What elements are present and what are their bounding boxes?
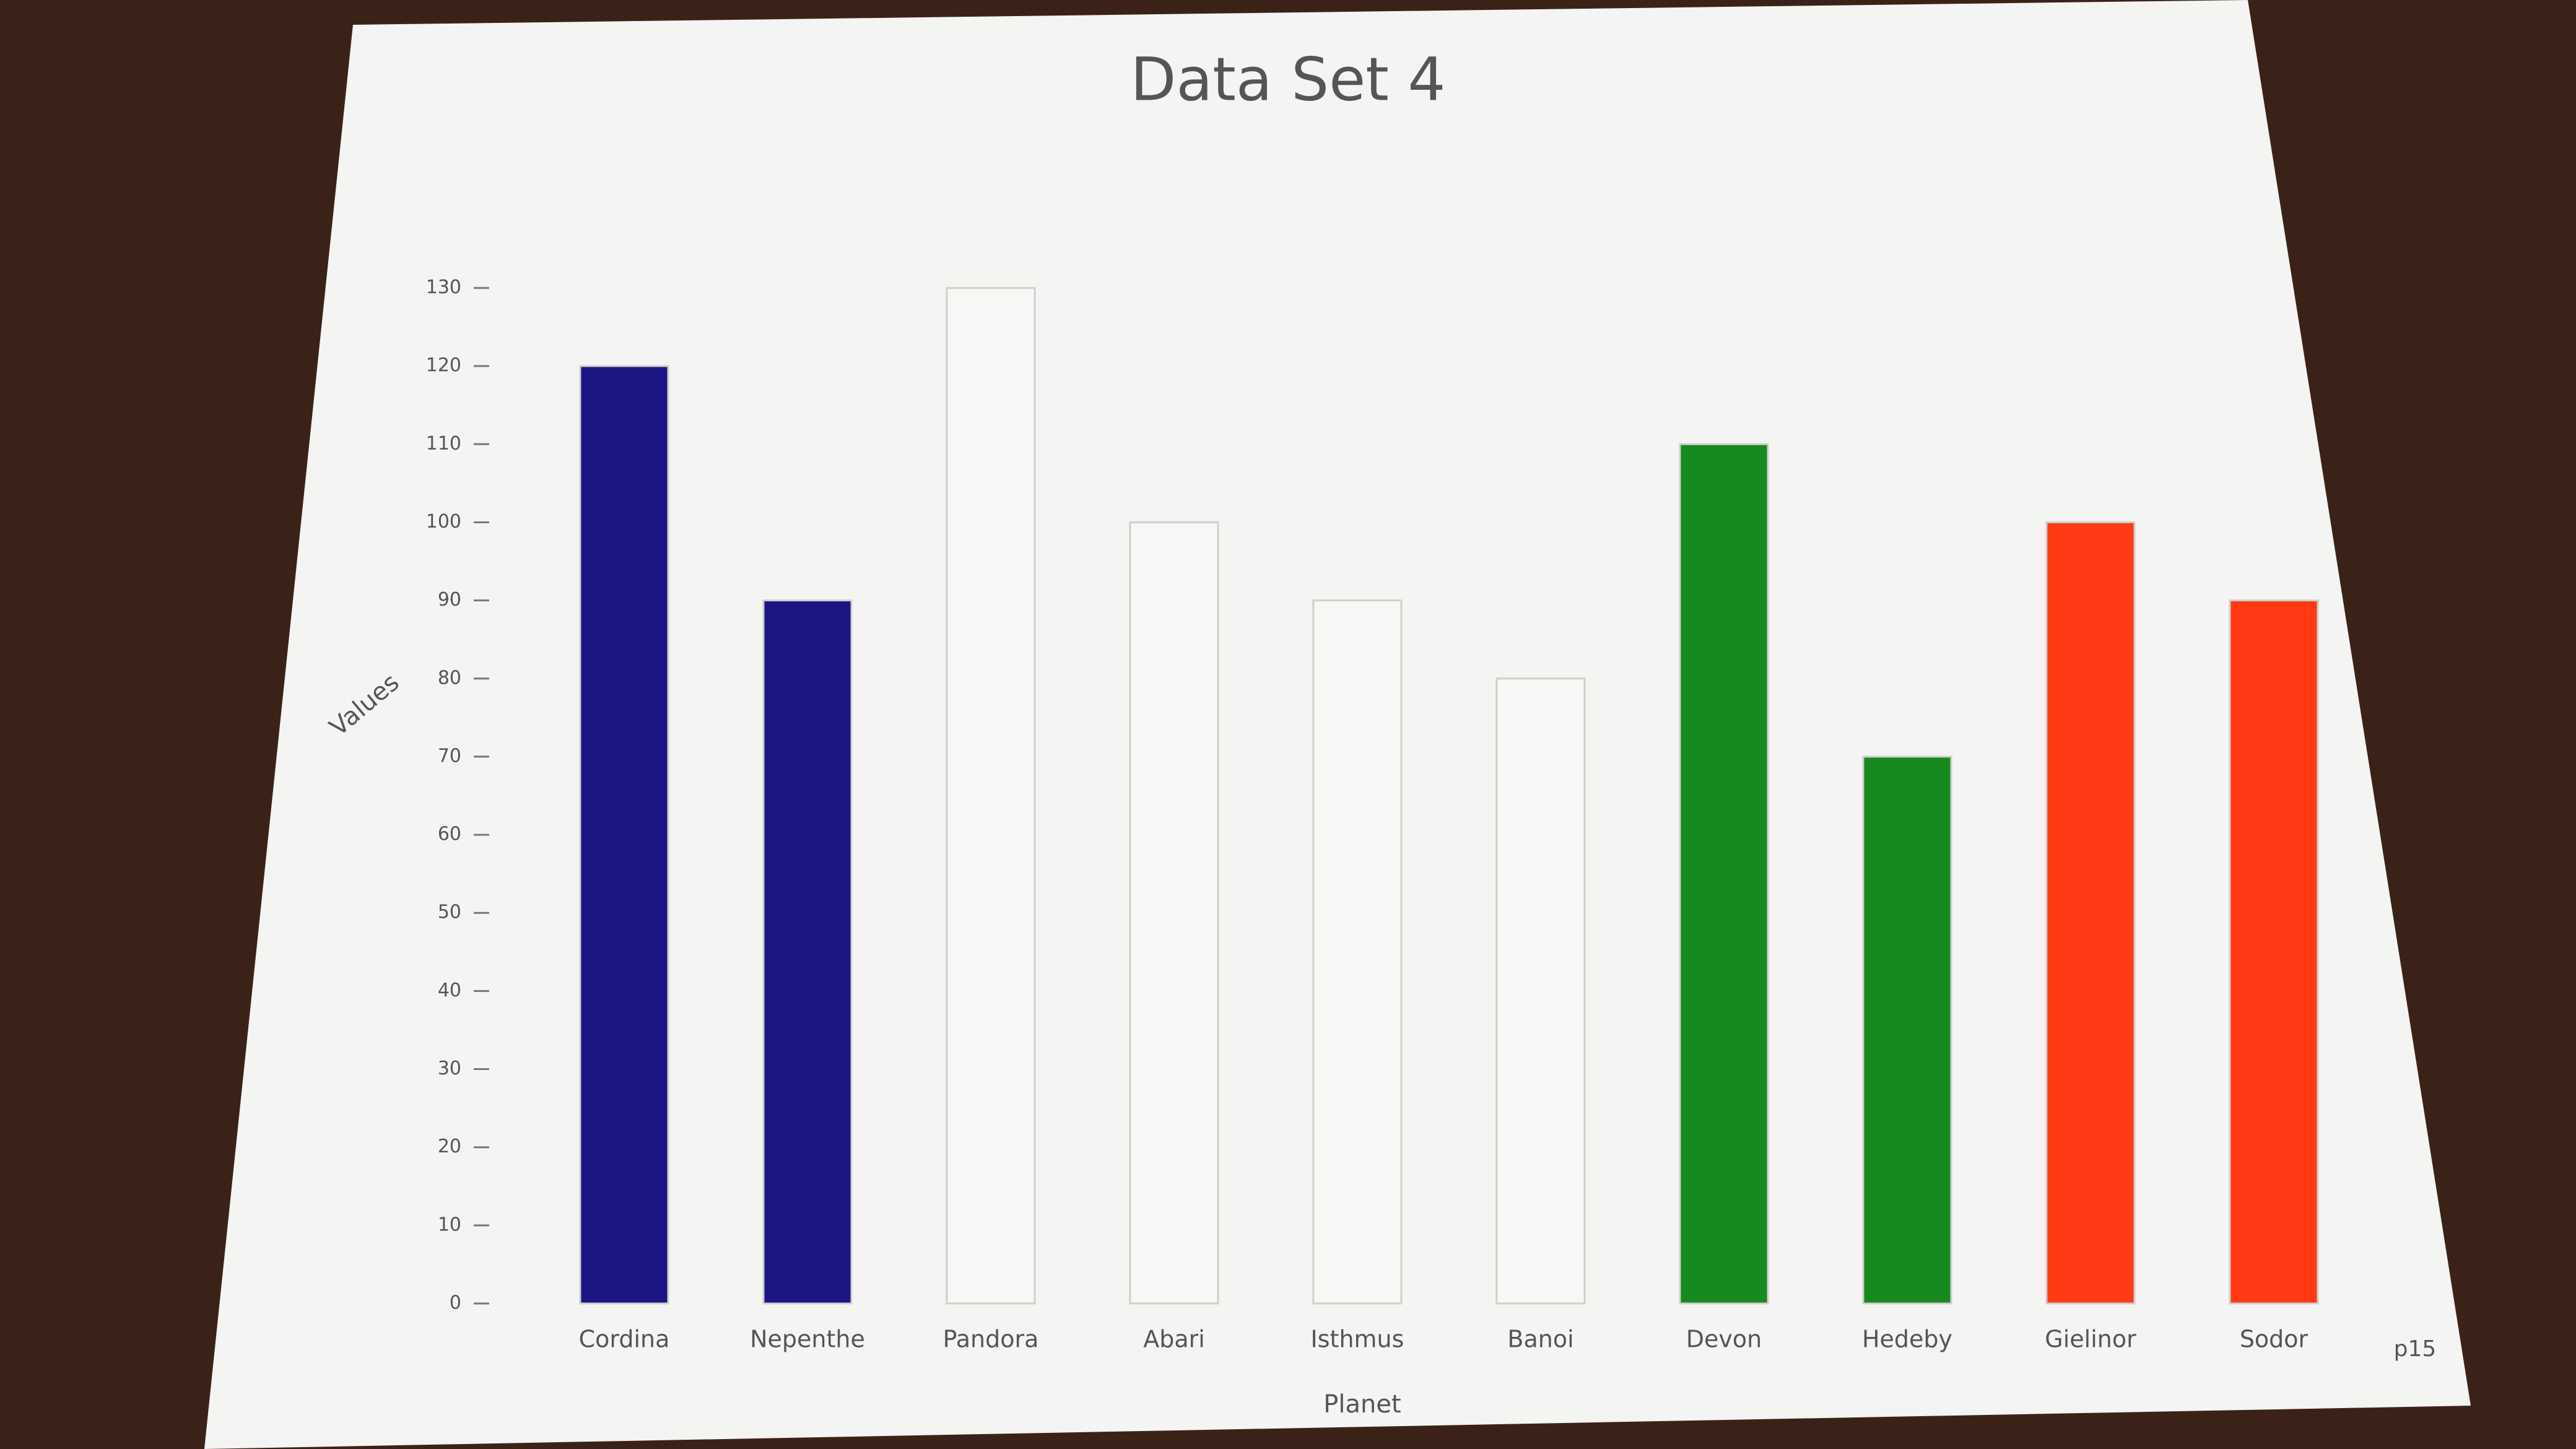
y-tick-label: 0	[450, 1292, 461, 1314]
bar	[1312, 599, 1403, 1305]
x-tick-label: Nepenthe	[750, 1326, 865, 1353]
y-tick-label: 110	[426, 433, 461, 455]
x-tick-label: Isthmus	[1311, 1326, 1404, 1353]
x-tick-label: Hedeby	[1862, 1326, 1952, 1353]
bar	[946, 287, 1036, 1305]
x-tick-label: Abari	[1143, 1326, 1205, 1353]
y-tick-label: 20	[438, 1136, 461, 1157]
bar	[1679, 443, 1769, 1305]
bar	[762, 599, 853, 1305]
y-tick-label: 40	[438, 980, 461, 1001]
y-tick-label: 50	[438, 902, 461, 923]
y-tick-label: 90	[438, 589, 461, 611]
bar	[579, 365, 669, 1305]
x-tick-label: Cordina	[579, 1326, 670, 1353]
y-tick-label: 130	[426, 277, 461, 298]
bar	[2045, 521, 2136, 1305]
y-tick-label: 70	[438, 745, 461, 767]
x-tick-label: Gielinor	[2045, 1326, 2136, 1353]
y-tick-label: 100	[426, 511, 461, 533]
bar	[2229, 599, 2319, 1305]
bar	[1129, 521, 1219, 1305]
x-tick-label: Sodor	[2240, 1326, 2308, 1353]
bar	[1862, 755, 1952, 1305]
y-tick-label: 80	[438, 667, 461, 689]
annotation: p15	[2394, 1336, 2437, 1362]
x-tick-label: Pandora	[943, 1326, 1039, 1353]
x-tick-label: Banoi	[1507, 1326, 1573, 1353]
x-axis-label: Planet	[1323, 1390, 1401, 1419]
y-tick-label: 120	[426, 355, 461, 376]
y-tick-label: 60	[438, 824, 461, 845]
x-tick-label: Devon	[1686, 1326, 1762, 1353]
y-tick-label: 30	[438, 1058, 461, 1079]
y-tick-label: 10	[438, 1214, 461, 1235]
bar	[1495, 677, 1586, 1305]
chart-title: Data Set 4	[1131, 45, 1446, 114]
